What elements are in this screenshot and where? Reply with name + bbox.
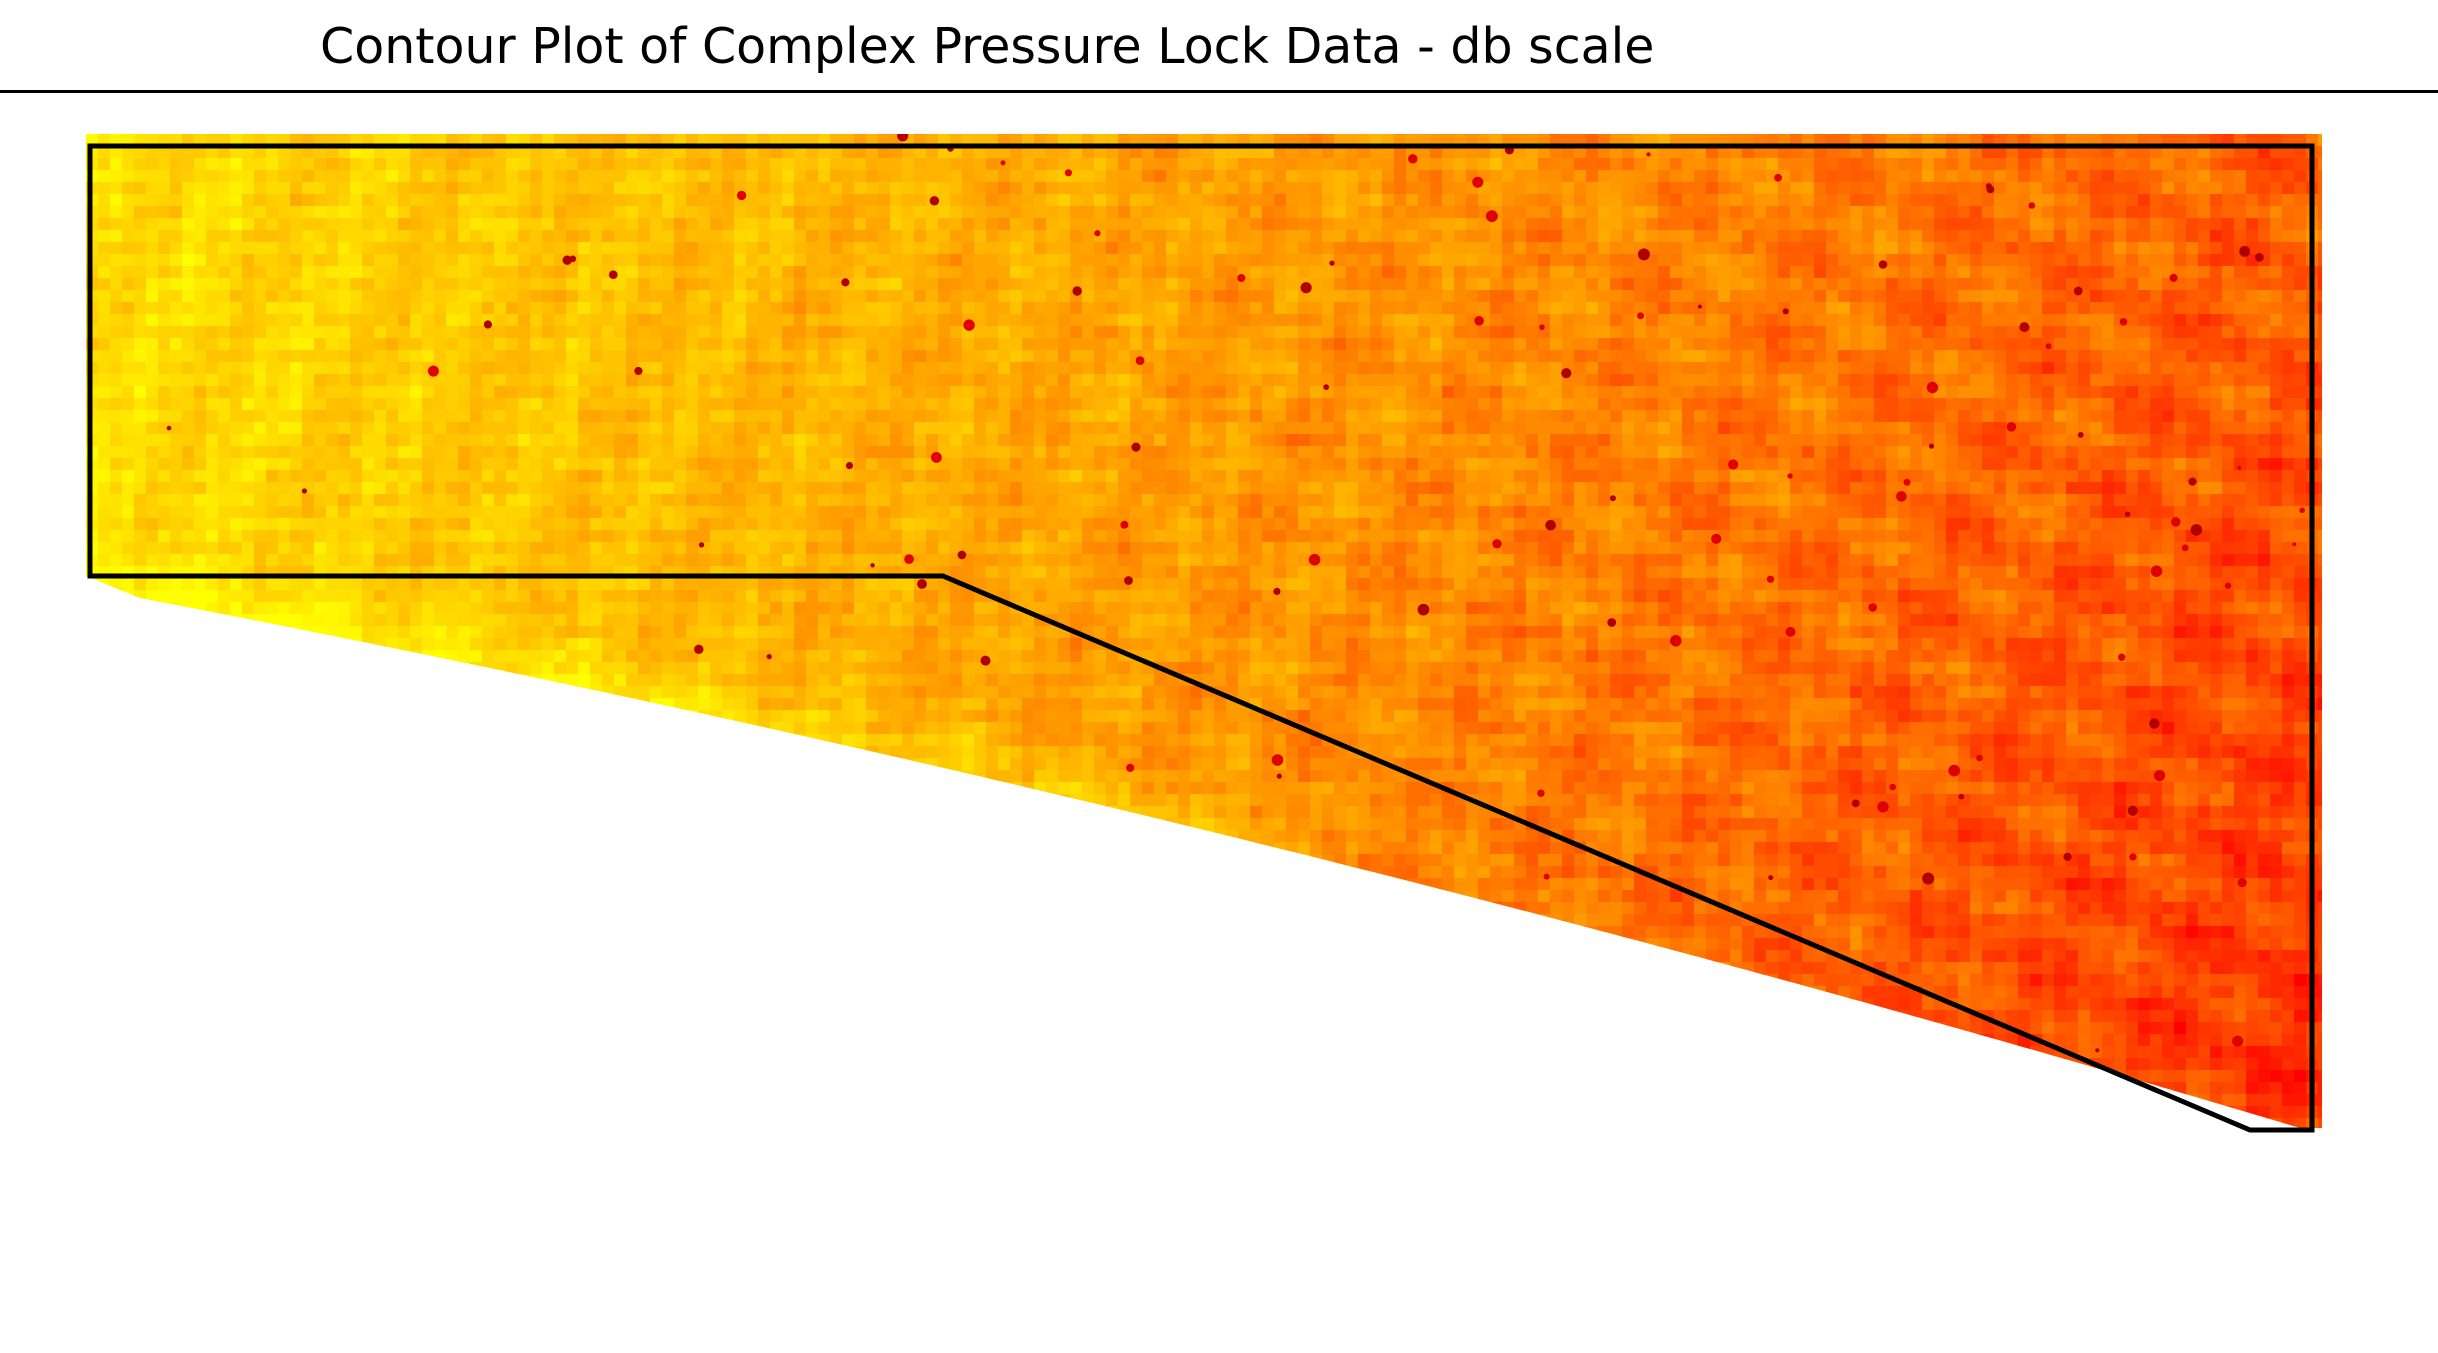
chart-title: Contour Plot of Complex Pressure Lock Da… [320,18,1655,75]
lock-outline [87,143,2315,1133]
pressure-field [86,134,2322,1132]
title-rule [0,90,2438,93]
